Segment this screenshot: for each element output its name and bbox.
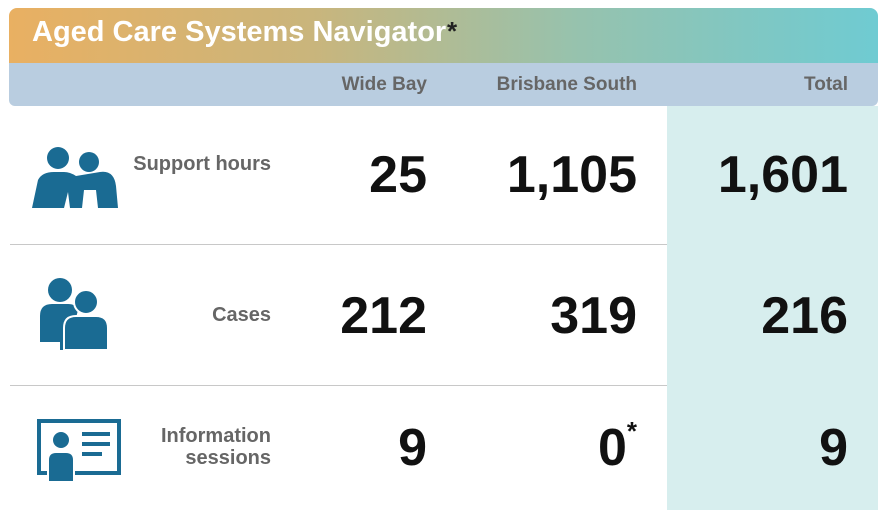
- cell-value: 1,105: [506, 146, 637, 204]
- info-icon: [37, 419, 121, 483]
- cases-icon: [40, 278, 109, 351]
- title: Aged Care Systems Navigator: [32, 16, 447, 48]
- column-header: Wide Bay: [341, 74, 427, 95]
- row-label: Support hours: [133, 153, 271, 175]
- column-header: Total: [804, 74, 848, 95]
- support-icon: [32, 147, 118, 208]
- row-label: Information sessions: [161, 425, 271, 469]
- cell-value: 9: [398, 419, 427, 477]
- cell-value: 9: [819, 419, 848, 477]
- cell-value: 212: [340, 287, 427, 345]
- row-separator: [10, 385, 667, 386]
- cell-value: 216: [761, 287, 848, 345]
- cell-value: 25: [369, 146, 427, 204]
- column-header: Brisbane South: [496, 74, 637, 95]
- total-column-bg: [667, 106, 878, 510]
- cell-value: 0: [597, 419, 627, 477]
- row-label: Cases: [212, 304, 271, 326]
- column-header-bar: [9, 63, 878, 106]
- cell-value: 1,601: [717, 146, 848, 204]
- title-note: *: [447, 16, 458, 46]
- cell-value: 319: [550, 287, 637, 345]
- cell-note: *: [626, 416, 637, 446]
- row-separator: [10, 244, 667, 245]
- title-bar: [9, 8, 878, 63]
- cell-value-with-note: 0*: [437, 416, 637, 478]
